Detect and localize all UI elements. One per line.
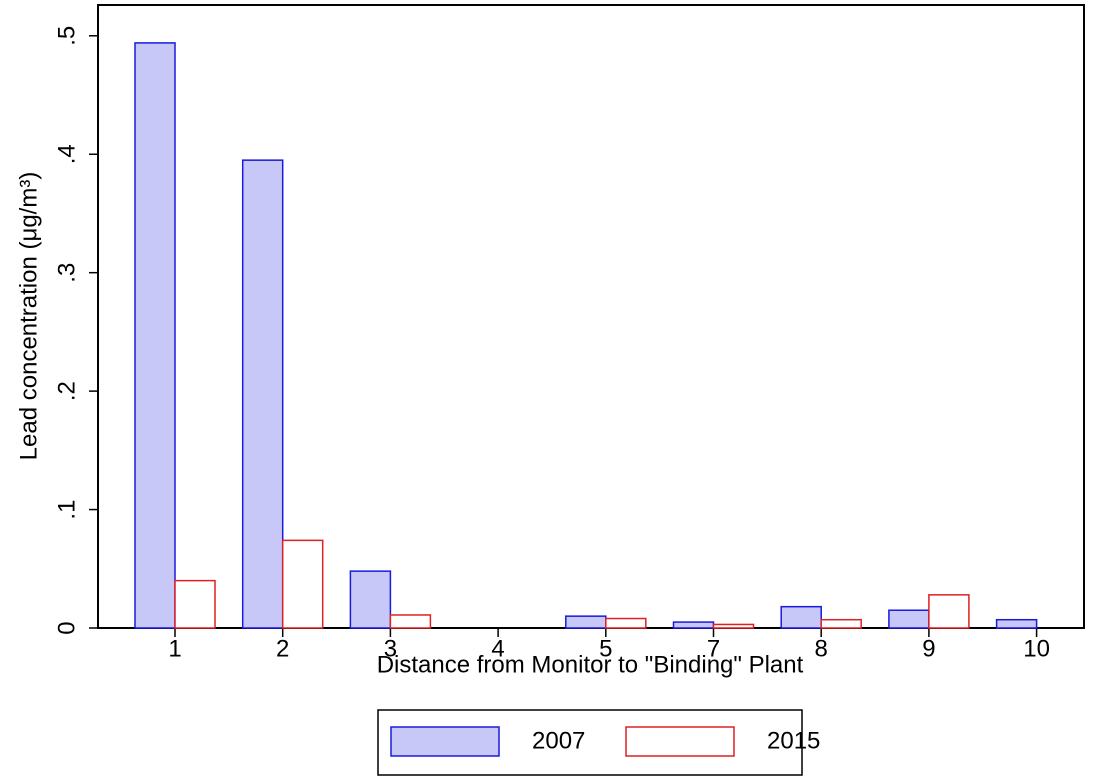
- bar: [995, 618, 1038, 629]
- bar: [888, 609, 930, 629]
- x-tick-label: 1: [168, 635, 181, 662]
- bar: [349, 570, 392, 629]
- x-axis-label: Distance from Monitor to "Binding" Plant: [377, 651, 804, 678]
- x-tick-label: 5: [599, 635, 612, 662]
- bar: [174, 579, 216, 629]
- y-tick-label: .2: [53, 381, 80, 401]
- y-tick-label: .5: [53, 26, 80, 46]
- x-tick-label: 9: [922, 635, 935, 662]
- bar: [241, 159, 284, 629]
- legend-swatch: [625, 726, 735, 757]
- y-tick-label: .3: [53, 263, 80, 283]
- y-tick-label: .1: [53, 500, 80, 520]
- legend-label: 2015: [767, 727, 820, 754]
- bar: [820, 618, 862, 629]
- y-tick-label: 0: [53, 621, 80, 634]
- bar: [605, 617, 647, 629]
- x-tick-label: 10: [1023, 635, 1050, 662]
- y-tick-label: .4: [53, 144, 80, 164]
- legend-label: 2007: [532, 727, 585, 754]
- bar: [672, 621, 715, 629]
- x-tick-label: 4: [491, 635, 504, 662]
- y-axis-label: Lead concentration (μg/m³): [15, 172, 42, 461]
- x-tick-label: 7: [707, 635, 720, 662]
- x-tick-label: 8: [815, 635, 828, 662]
- x-tick-label: 3: [384, 635, 397, 662]
- bar: [281, 539, 324, 629]
- bar: [389, 614, 432, 629]
- bar: [780, 605, 822, 629]
- x-tick-label: 2: [276, 635, 289, 662]
- legend-swatch: [390, 726, 500, 757]
- bar: [134, 42, 176, 629]
- bar: [565, 615, 607, 629]
- bar: [712, 623, 755, 629]
- bar: [928, 594, 970, 629]
